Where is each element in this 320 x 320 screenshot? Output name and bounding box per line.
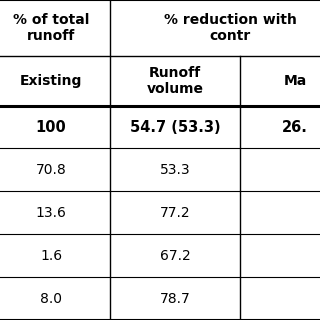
Text: % of total
runoff: % of total runoff xyxy=(13,13,89,43)
Text: Ma: Ma xyxy=(284,74,307,88)
Text: Existing: Existing xyxy=(20,74,82,88)
Text: 26.: 26. xyxy=(282,120,308,134)
Text: 100: 100 xyxy=(36,120,66,134)
Text: Runoff
volume: Runoff volume xyxy=(147,66,204,96)
Text: 78.7: 78.7 xyxy=(160,292,190,306)
Text: 77.2: 77.2 xyxy=(160,206,190,220)
Text: 53.3: 53.3 xyxy=(160,163,190,177)
Text: 70.8: 70.8 xyxy=(36,163,66,177)
Text: 13.6: 13.6 xyxy=(36,206,67,220)
Text: 8.0: 8.0 xyxy=(40,292,62,306)
Text: % reduction with
contr: % reduction with contr xyxy=(164,13,296,43)
Text: 54.7 (53.3): 54.7 (53.3) xyxy=(130,120,220,134)
Text: 1.6: 1.6 xyxy=(40,249,62,263)
Text: 67.2: 67.2 xyxy=(160,249,190,263)
